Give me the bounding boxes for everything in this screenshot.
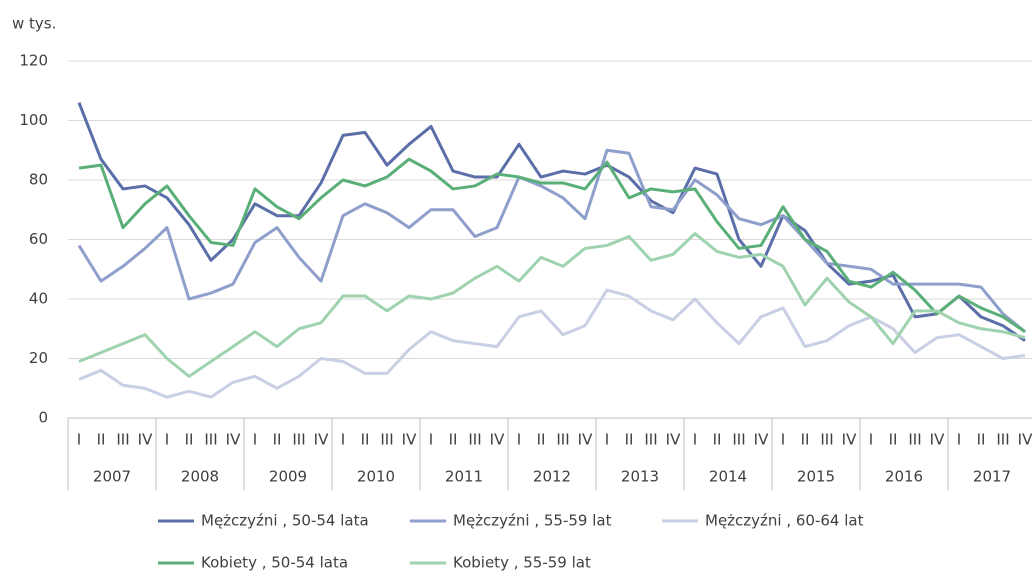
x-tick-label: I [429,431,433,449]
x-tick-label: IV [578,431,593,449]
x-tick-label: IV [226,431,241,449]
x-tick-label: I [165,431,169,449]
group-label: 2013 [621,468,659,486]
x-tick-label: IV [138,431,153,449]
x-tick-label: III [996,431,1009,449]
group-label: 2016 [885,468,923,486]
x-tick-label: III [380,431,393,449]
group-label: 2011 [445,468,483,486]
x-tick-label: IV [754,431,769,449]
x-tick-label: IV [930,431,945,449]
legend-label: Mężczyźni , 55-59 lat [453,512,612,530]
x-tick-label: I [253,431,257,449]
series-line [78,232,1026,378]
x-tick-label: IV [402,431,417,449]
x-tick-label: IV [842,431,857,449]
group-label: 2017 [973,468,1011,486]
x-tick-label: III [292,431,305,449]
group-label: 2012 [533,468,571,486]
x-tick-label: II [889,431,898,449]
x-tick-label: IV [314,431,329,449]
series-line [77,102,1026,342]
x-tick-label: II [361,431,370,449]
x-tick-label: III [116,431,129,449]
x-tick-label: IV [666,431,681,449]
group-label: 2010 [357,468,395,486]
x-tick-label: III [908,431,921,449]
legend-label: Kobiety , 50-54 lata [201,554,348,571]
x-tick-label: II [273,431,282,449]
x-tick-label: II [713,431,722,449]
x-tick-label: II [625,431,634,449]
group-label: 2009 [269,468,307,486]
series-line [78,288,1026,399]
x-tick-label: III [468,431,481,449]
x-tick-label: IV [490,431,505,449]
legend-label: Mężczyźni , 50-54 lata [201,512,369,530]
x-tick-label: I [605,431,609,449]
x-tick-label: III [556,431,569,449]
x-tick-label: IV [1018,431,1032,449]
x-tick-label: III [820,431,833,449]
y-tick-label: 100 [19,111,48,129]
series-line [78,157,1026,333]
x-tick-label: I [869,431,873,449]
x-tick-label: I [957,431,961,449]
series-line [77,148,1026,333]
y-axis-unit: w tys. [12,15,56,33]
x-tick-label: I [781,431,785,449]
x-tick-label: III [644,431,657,449]
x-tick-label: II [801,431,810,449]
y-tick-label: 120 [19,52,48,70]
x-tick-label: II [449,431,458,449]
group-label: 2008 [181,468,219,486]
group-label: 2014 [709,468,747,486]
y-tick-label: 0 [38,409,48,427]
group-label: 2015 [797,468,835,486]
x-tick-label: I [77,431,81,449]
x-tick-label: II [977,431,986,449]
x-tick-label: III [732,431,745,449]
x-tick-label: II [537,431,546,449]
legend-label: Mężczyźni , 60-64 lat [705,512,864,530]
group-label: 2007 [93,468,131,486]
legend-label: Kobiety , 55-59 lat [453,554,591,571]
x-tick-label: II [97,431,106,449]
y-tick-label: 80 [29,171,48,189]
x-tick-label: I [693,431,697,449]
x-tick-label: I [517,431,521,449]
x-tick-label: III [204,431,217,449]
x-tick-label: II [185,431,194,449]
y-tick-label: 40 [29,290,48,308]
x-tick-label: I [341,431,345,449]
y-tick-label: 60 [29,230,48,248]
y-tick-label: 20 [29,349,48,367]
